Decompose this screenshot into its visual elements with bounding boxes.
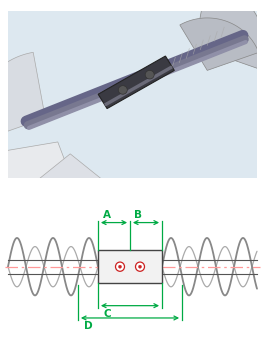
Text: C: C — [103, 309, 111, 319]
Polygon shape — [0, 142, 88, 225]
Circle shape — [139, 265, 142, 268]
Circle shape — [135, 262, 144, 271]
Text: B: B — [134, 210, 142, 219]
Text: D: D — [84, 321, 93, 331]
FancyBboxPatch shape — [2, 5, 263, 184]
Text: A: A — [103, 210, 111, 219]
Circle shape — [118, 86, 127, 94]
Bar — [98, 250, 162, 283]
Polygon shape — [98, 56, 174, 108]
Polygon shape — [0, 52, 45, 141]
Polygon shape — [195, 0, 264, 69]
Polygon shape — [104, 65, 173, 106]
Circle shape — [118, 265, 121, 268]
Circle shape — [145, 70, 154, 79]
Circle shape — [116, 262, 125, 271]
Polygon shape — [13, 154, 127, 225]
Polygon shape — [180, 18, 259, 70]
